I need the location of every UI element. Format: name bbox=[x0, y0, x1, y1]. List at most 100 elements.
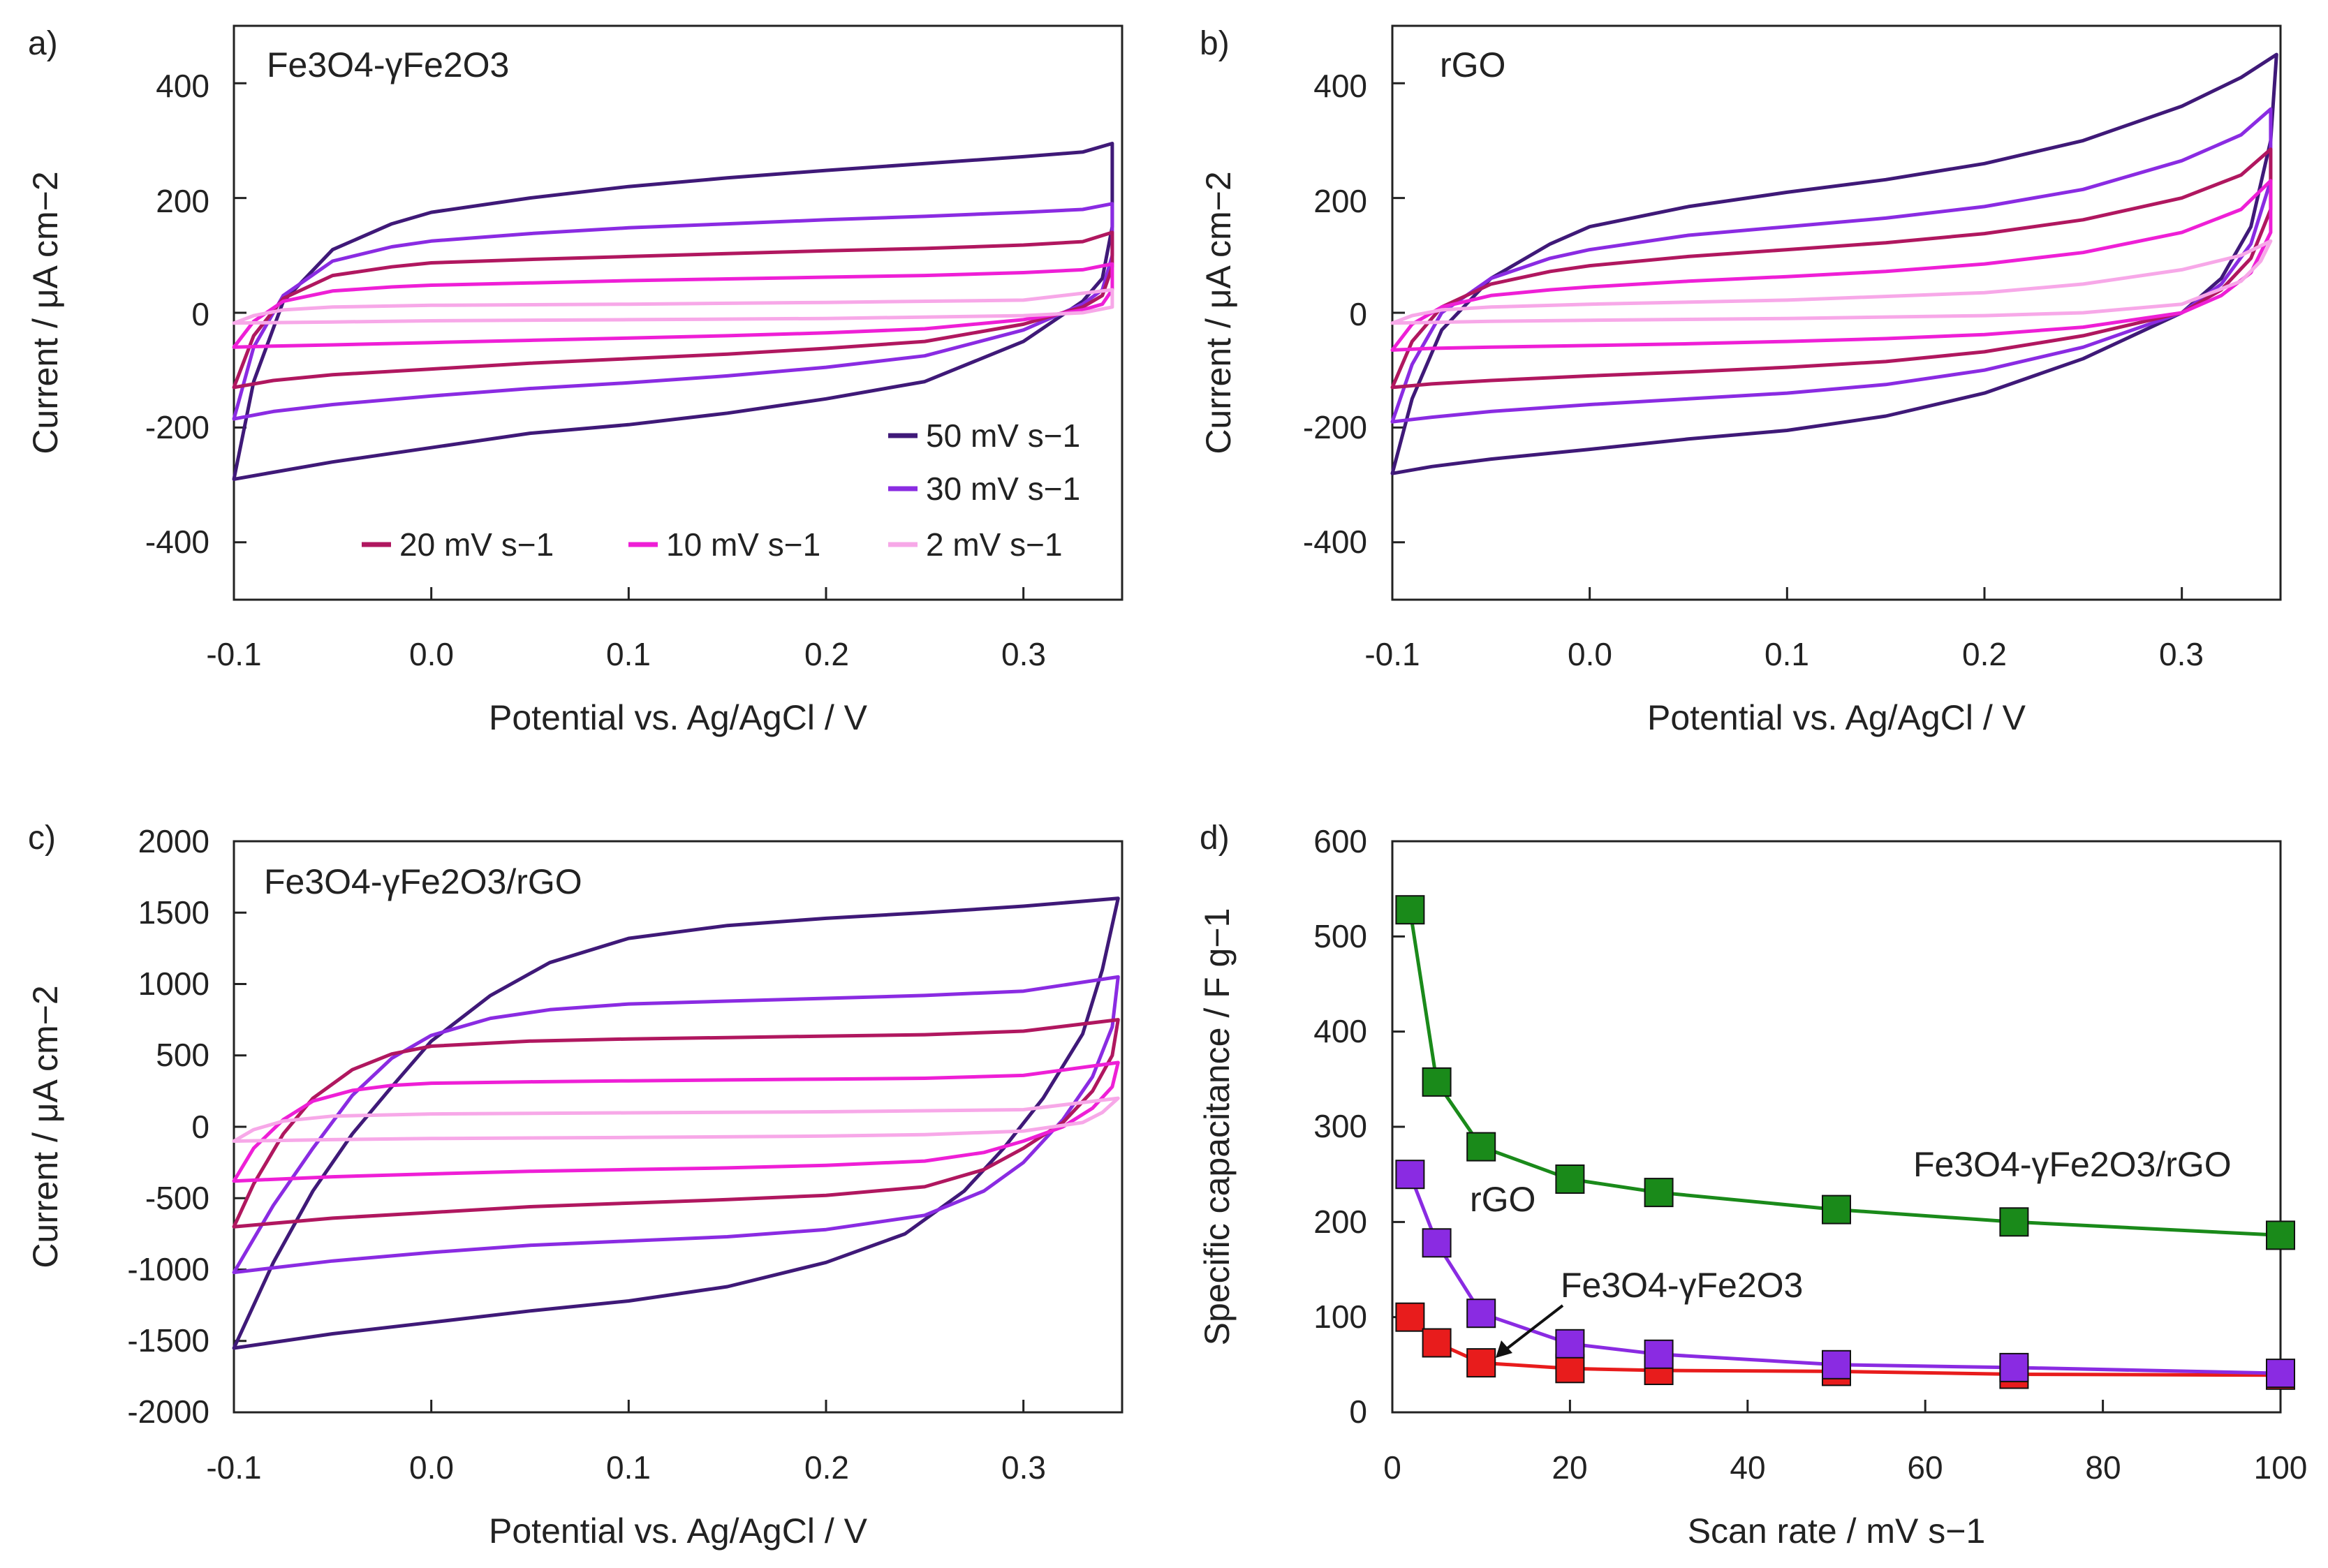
series-label-fe-oxide: Fe3O4-γFe2O3 bbox=[1561, 1266, 1803, 1305]
panel-d: d) 600 500 400 300 200 100 0 0 20 40 60 … bbox=[1198, 820, 2307, 1551]
panel-c-ytick: -500 bbox=[145, 1180, 209, 1216]
panel-a-ytick: 0 bbox=[191, 296, 209, 332]
panel-a-cv-curve bbox=[232, 142, 1114, 481]
capacitance-point bbox=[1395, 895, 1425, 925]
arrow-head bbox=[1496, 1340, 1512, 1358]
panel-d-xtick: 60 bbox=[1907, 1449, 1943, 1486]
arrow-line bbox=[1500, 1304, 1564, 1354]
panel-d-y-ticks: 600 500 400 300 200 100 0 bbox=[1313, 823, 1367, 1430]
panel-d-plot-area bbox=[1391, 840, 2295, 1414]
panel-c-cv-curve bbox=[232, 896, 1120, 1350]
panel-a-legend: 50 mV s−1 30 mV s−1 20 mV s−1 10 mV s−1 … bbox=[362, 417, 1080, 563]
legend-label-2: 2 mV s−1 bbox=[926, 526, 1063, 563]
panel-b-ytick: -400 bbox=[1303, 524, 1367, 560]
panel-a-title: Fe3O4-γFe2O3 bbox=[267, 45, 509, 84]
capacitance-point bbox=[2266, 1220, 2295, 1250]
panel-c-ytick: 1000 bbox=[138, 966, 209, 1002]
panel-c-y-axis-label: Current / μA cm−2 bbox=[26, 985, 65, 1268]
capacitance-point bbox=[1644, 1178, 1674, 1208]
panel-a-y-axis-label: Current / μA cm−2 bbox=[26, 171, 65, 454]
panel-d-xtick: 100 bbox=[2254, 1449, 2308, 1486]
capacitance-point bbox=[2266, 1359, 2295, 1389]
panel-d-ytick: 400 bbox=[1313, 1013, 1367, 1049]
panel-a: a) 400 200 0 -200 -400 -0.1 0.0 0.1 0.2 … bbox=[26, 24, 1124, 737]
panel-c-cv-curve bbox=[232, 1018, 1120, 1229]
panel-c-cv-curve bbox=[232, 1060, 1120, 1183]
panel-a-ytick: 200 bbox=[156, 183, 209, 219]
panel-c-ytick: 0 bbox=[191, 1109, 209, 1145]
panel-b-cv-curve bbox=[1390, 107, 2273, 424]
panel-b-xtick: 0.2 bbox=[1962, 636, 2007, 672]
capacitance-point bbox=[1395, 1302, 1425, 1332]
panel-b-cv-curve bbox=[1390, 147, 2273, 390]
panel-d-x-axis-label: Scan rate / mV s−1 bbox=[1688, 1511, 1986, 1551]
panel-a-letter: a) bbox=[28, 25, 58, 62]
panel-b-cv-curve bbox=[1390, 52, 2278, 475]
panel-b-ytick: 400 bbox=[1313, 68, 1367, 104]
panel-d-ytick: 600 bbox=[1313, 823, 1367, 859]
capacitance-point bbox=[1555, 1164, 1585, 1194]
panel-c-xtick: 0.2 bbox=[804, 1449, 849, 1486]
capacitance-point bbox=[1466, 1299, 1496, 1329]
panel-a-y-ticks: 400 200 0 -200 -400 bbox=[145, 68, 209, 560]
panel-c: c) 2000 1500 1000 500 0 -500 -1000 -1500… bbox=[26, 820, 1124, 1551]
panel-c-cv-curve bbox=[232, 1096, 1120, 1143]
panel-a-cv-curve bbox=[232, 262, 1114, 349]
panel-a-ytick: -400 bbox=[145, 524, 209, 560]
panel-d-ytick: 0 bbox=[1349, 1393, 1367, 1430]
panel-b-xtick: -0.1 bbox=[1364, 636, 1420, 672]
panel-d-xtick: 0 bbox=[1383, 1449, 1401, 1486]
panel-b-ytick: 0 bbox=[1349, 296, 1367, 332]
panel-c-title: Fe3O4-γFe2O3/rGO bbox=[264, 862, 582, 901]
panel-c-xtick: -0.1 bbox=[206, 1449, 261, 1486]
capacitance-point bbox=[1422, 1328, 1452, 1358]
panel-c-ytick: -2000 bbox=[127, 1393, 209, 1430]
panel-c-ytick: 2000 bbox=[138, 823, 209, 859]
legend-label-10: 10 mV s−1 bbox=[666, 526, 820, 563]
panel-b-ytick: 200 bbox=[1313, 183, 1367, 219]
panel-b-x-ticks: -0.1 0.0 0.1 0.2 0.3 bbox=[1364, 636, 2204, 672]
panel-a-cv-curve bbox=[232, 288, 1114, 325]
panel-a-cv-curve bbox=[232, 202, 1114, 421]
legend-label-30: 30 mV s−1 bbox=[926, 471, 1080, 507]
panel-c-plot-area bbox=[232, 840, 1120, 1414]
arrow-annotation bbox=[1496, 1304, 1564, 1358]
series-label-composite: Fe3O4-γFe2O3/rGO bbox=[1913, 1145, 2232, 1184]
panel-c-letter: c) bbox=[28, 820, 56, 857]
panel-c-ytick: 500 bbox=[156, 1037, 209, 1073]
panel-b-x-axis-label: Potential vs. Ag/AgCl / V bbox=[1647, 698, 2026, 737]
panel-d-ytick: 300 bbox=[1313, 1108, 1367, 1144]
panel-a-xtick: 0.2 bbox=[804, 636, 849, 672]
panel-b-y-ticks: 400 200 0 -200 -400 bbox=[1303, 68, 1367, 560]
capacitance-point bbox=[1999, 1352, 2029, 1382]
panel-a-ytick: -200 bbox=[145, 409, 209, 445]
panel-b-xtick: 0.0 bbox=[1568, 636, 1612, 672]
panel-a-cv-curve bbox=[232, 230, 1114, 390]
panel-c-xtick: 0.3 bbox=[1001, 1449, 1046, 1486]
panel-d-x-ticks: 0 20 40 60 80 100 bbox=[1383, 1449, 2307, 1486]
panel-c-ytick: -1500 bbox=[127, 1322, 209, 1359]
panel-c-y-ticks: 2000 1500 1000 500 0 -500 -1000 -1500 -2… bbox=[127, 823, 209, 1430]
capacitance-point bbox=[1999, 1207, 2029, 1237]
panel-b-cv-curve bbox=[1390, 179, 2273, 352]
capacitance-point bbox=[1466, 1132, 1496, 1162]
legend-label-50: 50 mV s−1 bbox=[926, 417, 1080, 454]
capacitance-point bbox=[1644, 1339, 1674, 1369]
panel-d-xtick: 80 bbox=[2085, 1449, 2121, 1486]
panel-a-xtick: 0.0 bbox=[409, 636, 454, 672]
capacitance-point bbox=[1422, 1067, 1452, 1097]
panel-b-ytick: -200 bbox=[1303, 409, 1367, 445]
capacitance-point bbox=[1466, 1348, 1496, 1378]
panel-b-title: rGO bbox=[1440, 45, 1505, 84]
panel-d-y-axis-label: Specific capacitance / F g−1 bbox=[1198, 908, 1237, 1346]
panel-c-ytick: 1500 bbox=[138, 894, 209, 931]
panel-d-ytick: 500 bbox=[1313, 918, 1367, 954]
series-label-rgo: rGO bbox=[1470, 1180, 1535, 1219]
legend-label-20: 20 mV s−1 bbox=[399, 526, 554, 563]
panel-a-ytick: 400 bbox=[156, 68, 209, 104]
capacitance-point bbox=[1822, 1349, 1851, 1380]
panel-b-letter: b) bbox=[1200, 25, 1230, 62]
panel-a-plot-area bbox=[232, 82, 1114, 600]
panel-c-ytick: -1000 bbox=[127, 1251, 209, 1287]
